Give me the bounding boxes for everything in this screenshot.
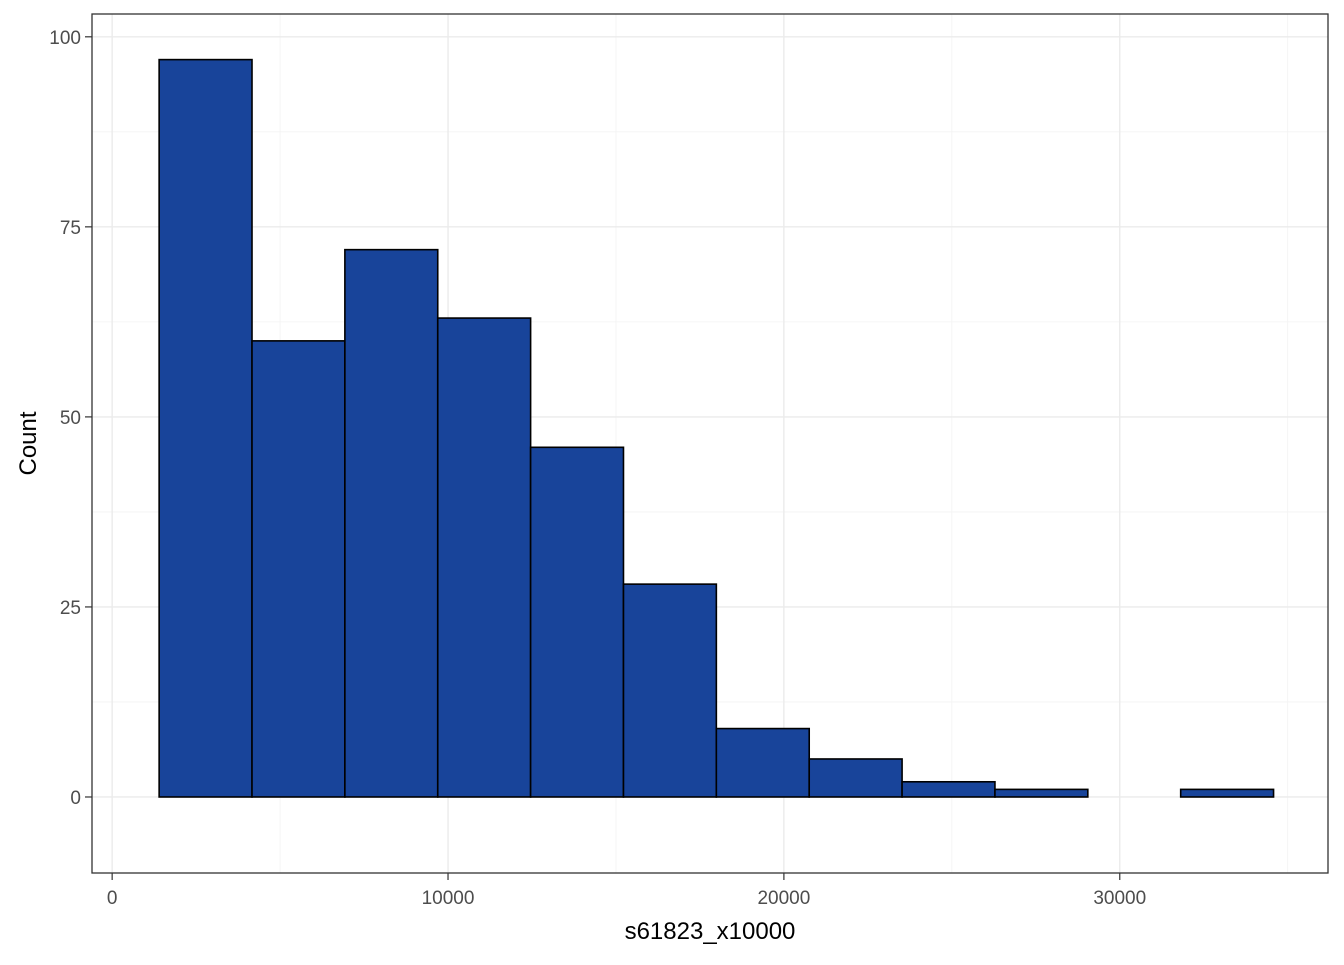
x-tick-label: 30000	[1093, 888, 1146, 909]
histogram-bar-3	[436, 317, 532, 798]
y-tick-label: 50	[60, 408, 81, 429]
x-tick-label: 10000	[422, 888, 475, 909]
y-tick-label: 0	[70, 788, 81, 809]
y-axis-ticks: 0 25 50 75 100	[49, 28, 92, 809]
histogram-bar-4	[529, 446, 625, 798]
histogram-bar-6	[715, 727, 811, 798]
histogram-bar-7	[808, 758, 903, 798]
x-tick-label: 20000	[757, 888, 810, 909]
y-tick-label: 100	[49, 28, 81, 49]
histogram-bar-9	[994, 788, 1089, 798]
y-axis-title: Count	[15, 411, 42, 475]
histogram-bar-2	[344, 248, 439, 798]
x-tick-label: 0	[107, 888, 118, 909]
histogram-bar-0	[158, 58, 253, 798]
histogram-bar-11	[1179, 788, 1275, 798]
bars	[158, 58, 1275, 798]
histogram-bar-8	[901, 780, 996, 798]
histogram-bar-5	[622, 583, 718, 798]
x-axis-ticks: 0 10000 20000 30000	[107, 873, 1146, 909]
y-tick-label: 25	[60, 598, 81, 619]
histogram-bar-1	[251, 340, 346, 798]
y-tick-label: 75	[60, 218, 81, 239]
plot-panel-border	[91, 13, 1329, 874]
x-axis-title: s61823_x10000	[625, 918, 796, 945]
